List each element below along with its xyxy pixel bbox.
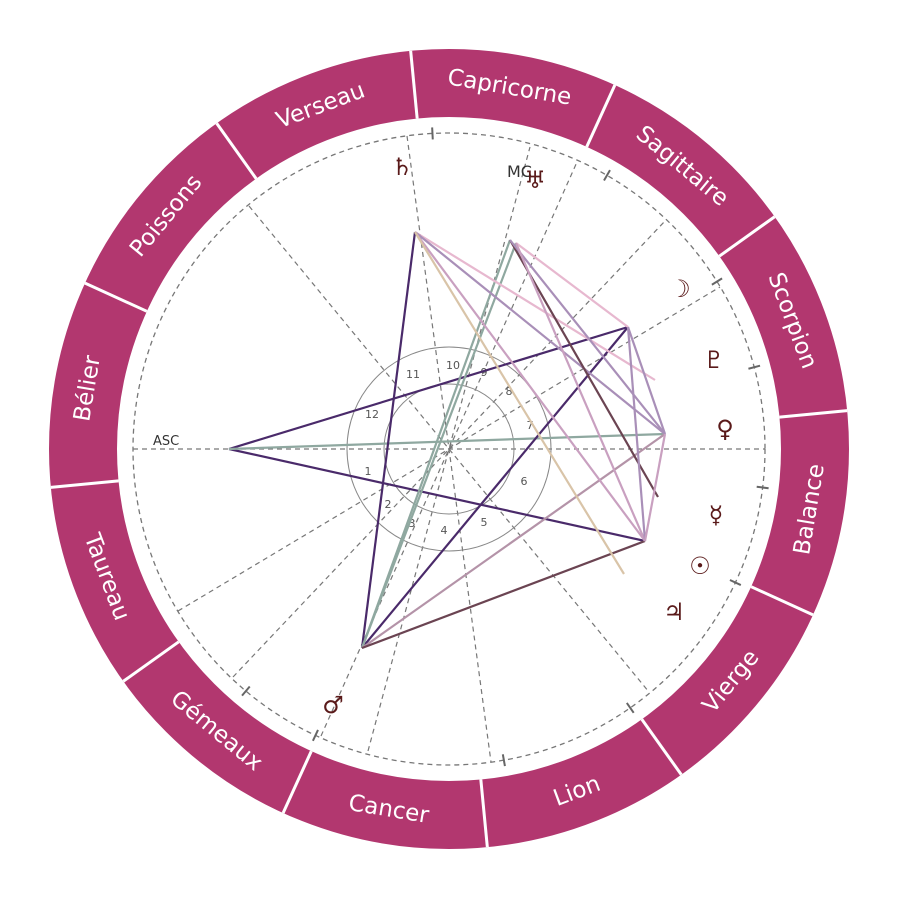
house-number-6: 6 xyxy=(521,475,528,488)
degree-tick xyxy=(756,485,769,490)
uranus-icon: ♅ xyxy=(524,166,546,194)
moon-icon: ☽ xyxy=(669,275,691,303)
aspect-line xyxy=(361,539,646,650)
house-number-3: 3 xyxy=(409,517,416,530)
sign-divider xyxy=(84,281,148,313)
house-inner-circle xyxy=(383,383,515,515)
house-number-8: 8 xyxy=(506,385,513,398)
ascendant-label: ASC xyxy=(153,434,179,449)
house-number-1: 1 xyxy=(365,465,372,478)
zodiac-ring xyxy=(49,49,849,849)
sign-divider xyxy=(50,479,119,489)
aspect-line xyxy=(360,239,512,649)
sign-divider xyxy=(640,718,683,776)
degree-tick xyxy=(625,702,635,714)
mercury-icon: ☿ xyxy=(709,501,724,529)
house-number-9: 9 xyxy=(481,366,488,379)
sign-divider xyxy=(585,84,617,148)
aspect-line xyxy=(414,231,646,542)
house-number-12: 12 xyxy=(365,408,379,421)
sign-divider xyxy=(122,640,180,683)
aspect-line xyxy=(414,231,656,381)
house-cusp-line xyxy=(232,220,666,678)
aspect-line xyxy=(626,326,667,435)
sign-divider xyxy=(779,409,848,419)
aspect-lines xyxy=(228,231,667,650)
house-cusp-lines xyxy=(133,135,765,763)
house-cusp-line xyxy=(248,205,650,693)
house-number-5: 5 xyxy=(481,516,488,529)
degree-tick xyxy=(312,729,319,742)
aspect-line xyxy=(414,231,666,435)
sign-divider xyxy=(479,779,489,848)
sign-divider xyxy=(215,122,258,180)
midheaven-label: MC xyxy=(507,162,532,181)
sign-divider xyxy=(281,750,313,814)
saturn-icon: ♄ xyxy=(391,153,413,181)
venus-icon: ♀ xyxy=(716,415,734,443)
sign-dividers xyxy=(50,50,848,848)
degree-tick xyxy=(729,579,742,586)
aspect-line xyxy=(509,239,666,435)
sign-divider xyxy=(718,215,776,258)
mars-icon: ♂ xyxy=(322,691,344,719)
house-number-2: 2 xyxy=(385,498,392,511)
aspect-line xyxy=(414,231,625,575)
degree-tick xyxy=(501,754,506,767)
aspect-line xyxy=(514,242,647,542)
sign-divider xyxy=(409,50,419,119)
aspect-line xyxy=(515,242,629,328)
aspect-line xyxy=(228,432,666,451)
aspect-line xyxy=(360,242,518,649)
aspect-line xyxy=(626,326,647,542)
jupiter-icon: ♃ xyxy=(663,598,685,626)
aspect-line xyxy=(509,239,659,498)
degree-tick xyxy=(748,364,761,370)
degree-tick xyxy=(711,277,723,286)
degree-tick-marks xyxy=(241,127,769,767)
pluto-icon: ♇ xyxy=(703,346,725,374)
degree-tick xyxy=(603,169,611,182)
house-cusp-line xyxy=(406,135,492,763)
aspect-line xyxy=(643,433,667,542)
degree-tick xyxy=(431,127,434,140)
house-number-11: 11 xyxy=(406,368,420,381)
sign-divider xyxy=(750,585,814,617)
aspect-line xyxy=(228,447,646,543)
aspect-line xyxy=(228,325,629,451)
house-outer-circle xyxy=(346,346,552,552)
sun-icon: ☉ xyxy=(689,552,711,580)
house-numbers: 1 2 3 4 5 6 7 8 9 10 11 12 xyxy=(365,359,534,537)
degree-tick xyxy=(241,685,251,697)
house-number-7: 7 xyxy=(527,419,534,432)
aspect-line xyxy=(360,231,417,649)
planet-glyphs: ♄ ♅ ☽ ♇ ♀ ☿ ☉ ♃ ♂ xyxy=(322,153,734,719)
aspect-line xyxy=(361,326,629,649)
house-number-4: 4 xyxy=(441,524,448,537)
house-number-10: 10 xyxy=(446,359,460,372)
